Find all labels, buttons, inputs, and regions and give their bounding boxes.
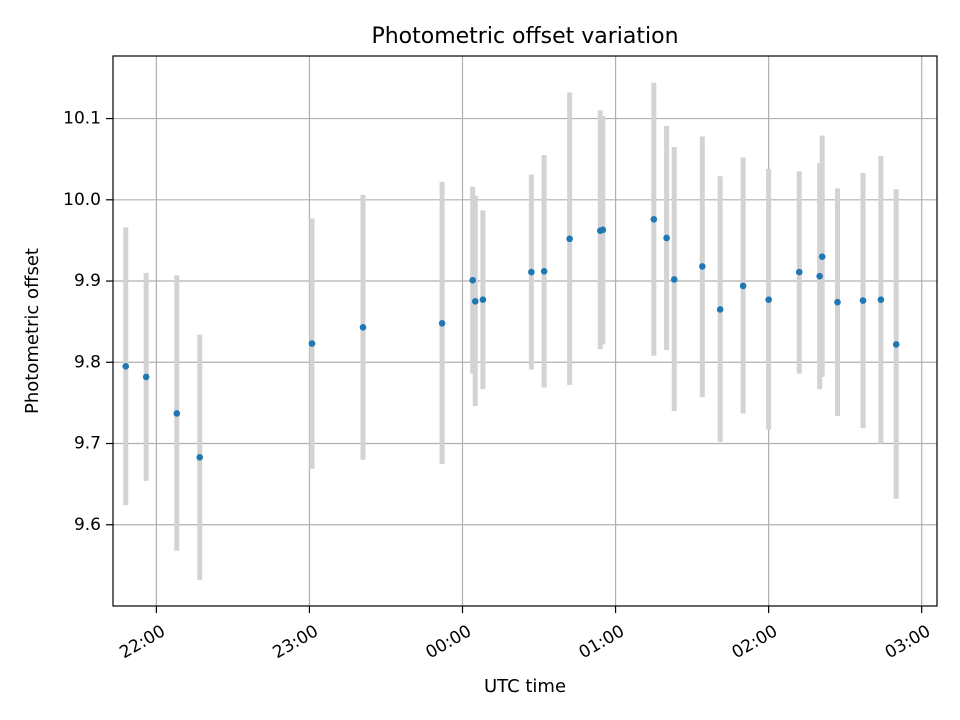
data-point: [834, 298, 841, 306]
data-point: [528, 268, 535, 276]
data-point: [859, 297, 867, 304]
y-tick-label: 9.8: [74, 352, 101, 372]
y-tick-label: 10.1: [63, 109, 101, 129]
data-point: [479, 296, 487, 304]
data-point: [795, 268, 803, 276]
data-point: [438, 319, 446, 327]
y-tick-label: 9.6: [74, 515, 101, 535]
data-points: [122, 215, 900, 461]
data-point: [650, 215, 658, 223]
y-tick-label: 10.0: [63, 190, 101, 210]
x-axis-label: UTC time: [484, 676, 566, 697]
data-point: [892, 341, 900, 348]
data-point: [599, 226, 607, 234]
data-point: [540, 267, 548, 275]
data-point: [308, 340, 316, 347]
data-point: [670, 276, 678, 283]
data-point: [699, 263, 706, 270]
y-axis-label: Photometric offset: [22, 248, 43, 414]
data-point: [196, 454, 204, 461]
data-point: [739, 282, 747, 290]
data-point: [122, 363, 130, 370]
data-point: [877, 296, 885, 304]
data-point: [173, 410, 181, 417]
y-tick-label: 9.7: [74, 434, 101, 454]
data-point: [663, 234, 670, 242]
data-point: [359, 324, 367, 331]
data-point: [469, 276, 477, 284]
data-point: [471, 298, 479, 305]
data-point: [818, 253, 826, 260]
chart-title: Photometric offset variation: [371, 24, 678, 49]
plot-frame: [112, 55, 938, 607]
y-tick-label: 9.9: [74, 271, 101, 291]
data-point: [716, 306, 724, 313]
data-point: [765, 296, 772, 304]
data-point: [816, 272, 823, 280]
data-point: [142, 373, 150, 381]
data-point: [566, 235, 573, 243]
